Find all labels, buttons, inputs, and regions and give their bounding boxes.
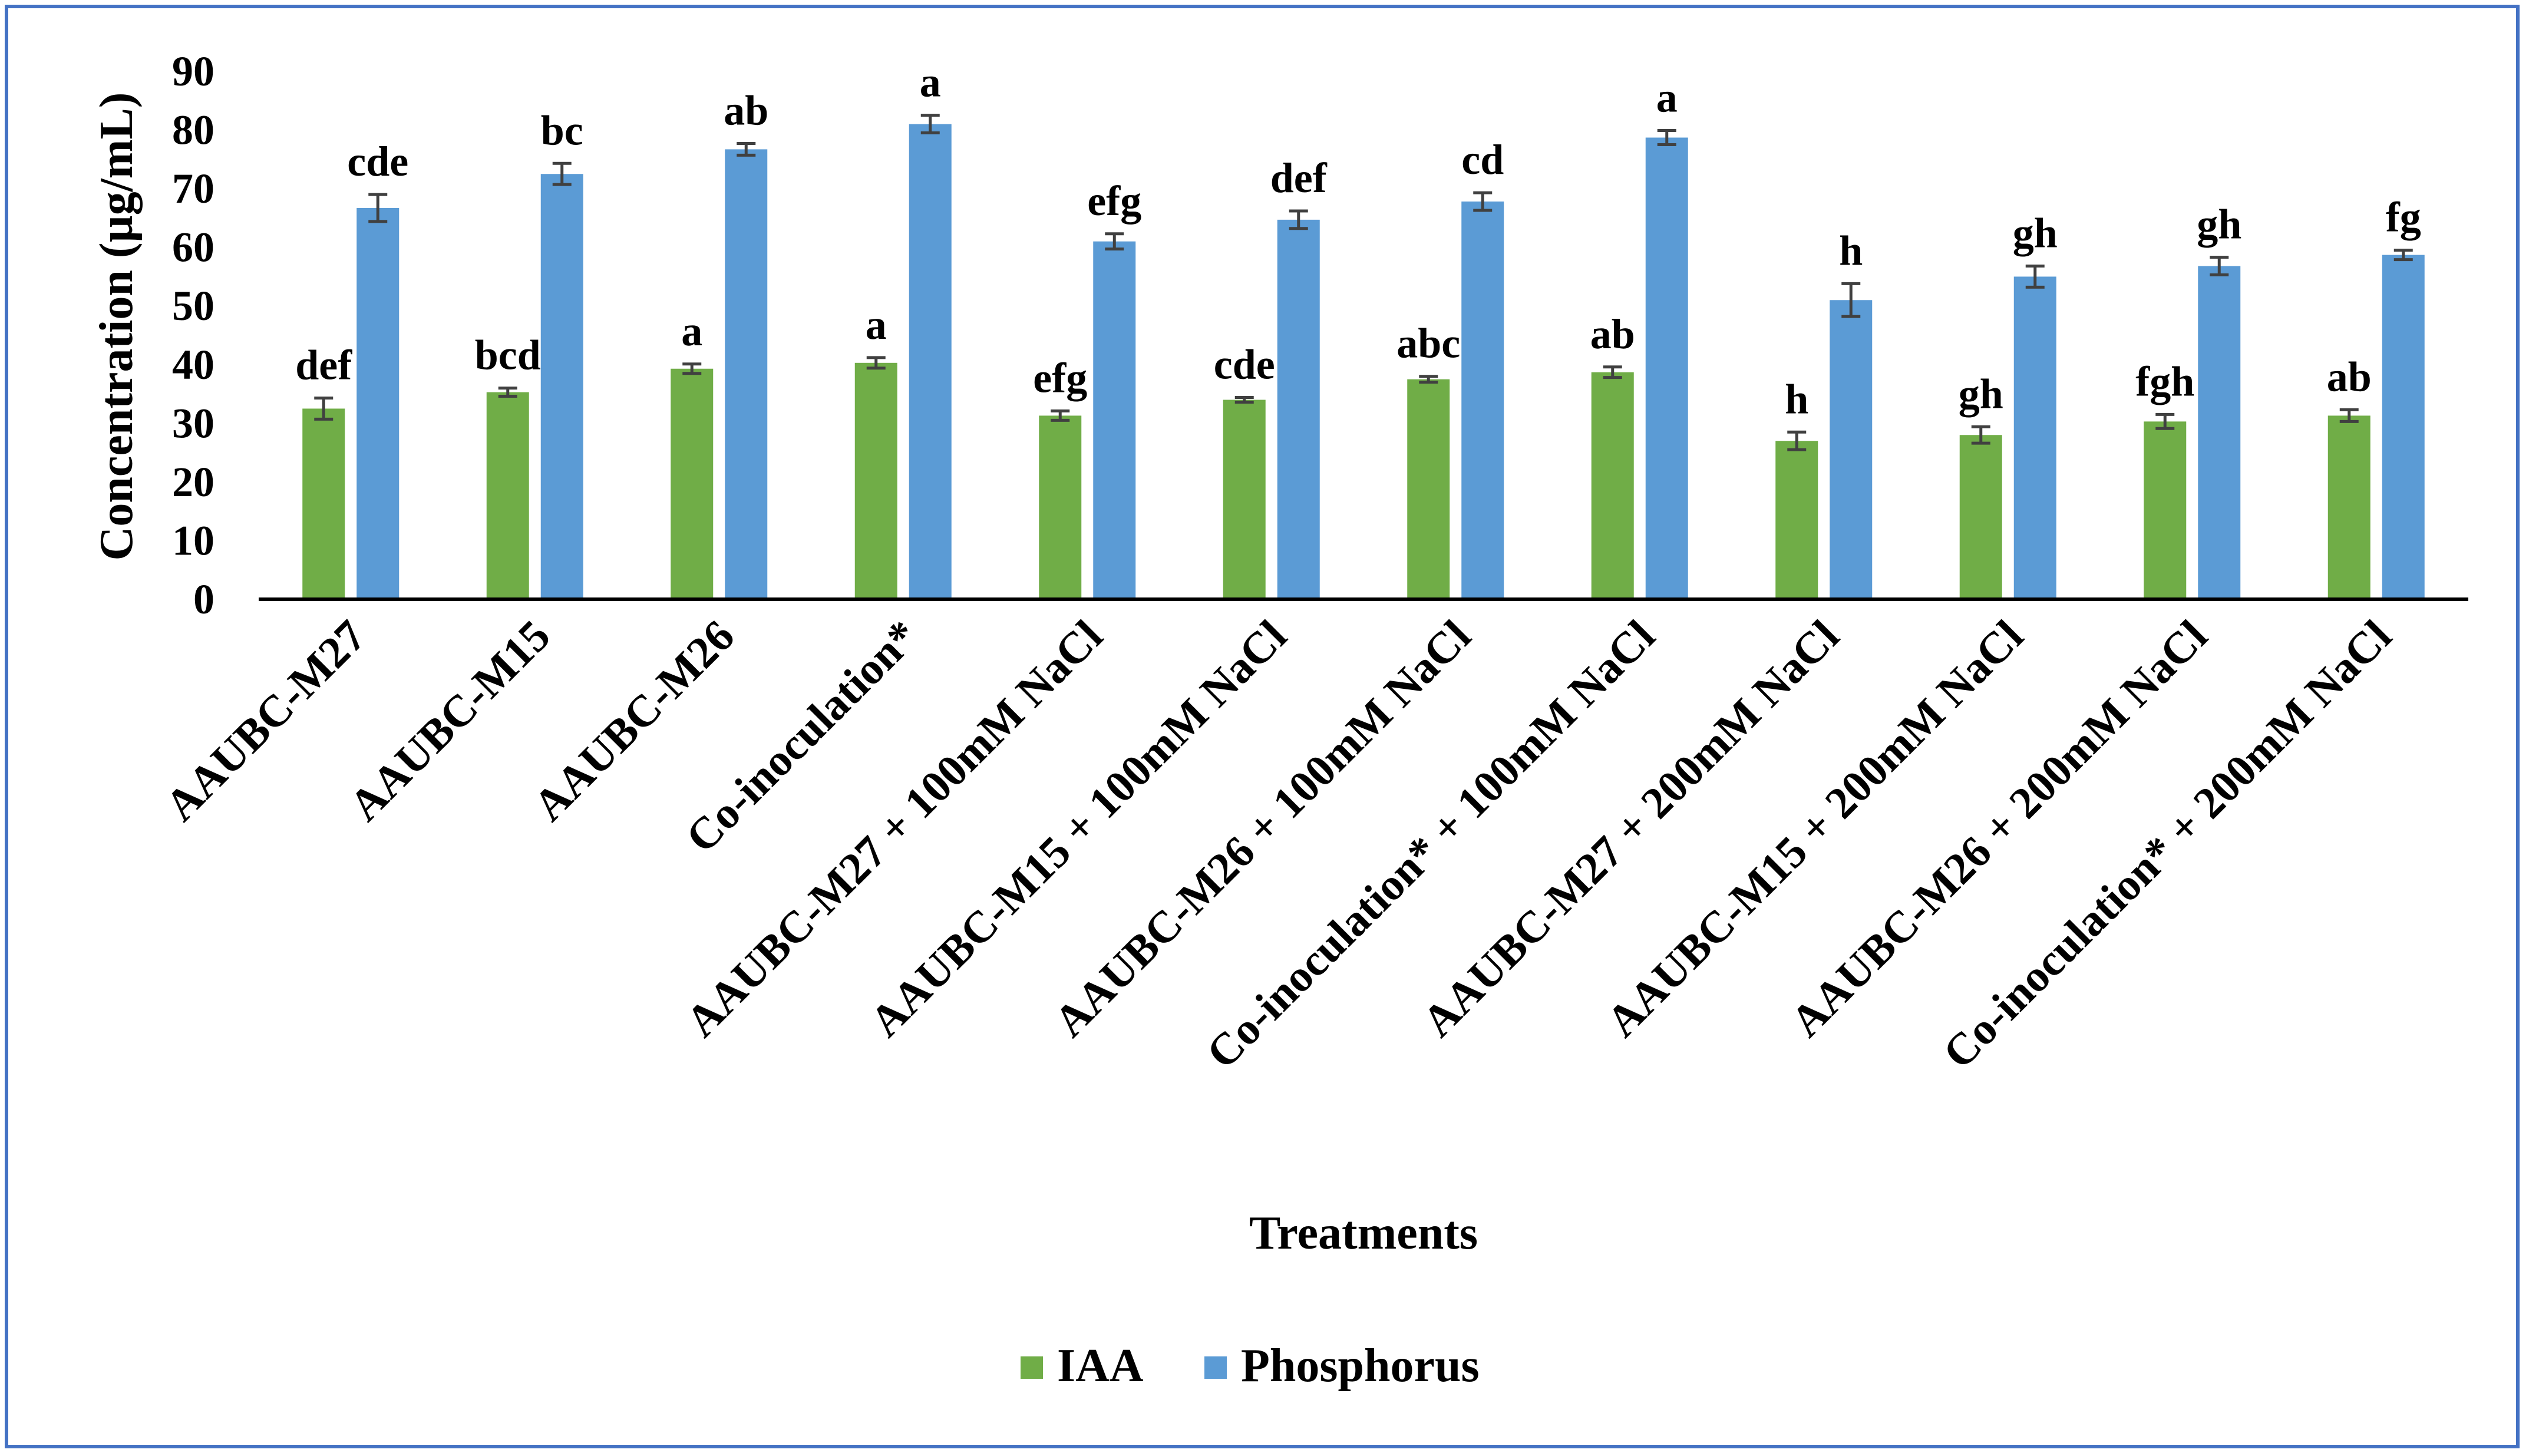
legend-label-iaa: IAA [1057,1340,1144,1392]
phosphorus-significance-label: gh [2013,210,2058,257]
legend-swatch-iaa [1021,1356,1043,1379]
x-axis-title: Treatments [1249,1207,1478,1259]
phosphorus-bar [540,174,583,599]
phosphorus-bar [1461,202,1504,600]
phosphorus-bar [909,124,952,600]
iaa-significance-label: bcd [475,332,541,379]
category-labels: AAUBC-M27AAUBC-M15AAUBC-M26Co-inoculatio… [156,611,2401,1078]
y-tick-label: 0 [193,576,214,623]
iaa-bar [671,368,714,599]
phosphorus-significance-label: fg [2386,194,2421,241]
iaa-significance-label: cde [1214,341,1275,388]
phosphorus-bar [2382,255,2425,599]
phosphorus-significance-label: ab [724,87,768,134]
y-tick-label: 60 [172,224,214,271]
y-tick-label: 90 [172,48,214,95]
phosphorus-significance-label: a [1656,74,1678,121]
phosphorus-bar [725,149,768,600]
error-bars [314,114,2413,451]
y-axis-ticks: 0 10 20 30 40 50 60 70 80 90 [172,48,214,623]
phosphorus-bar [356,207,400,599]
iaa-significance-label: fgh [2135,358,2194,405]
phosphorus-bar [1093,241,1136,599]
iaa-bar [1775,441,1818,599]
iaa-significance-label: a [866,301,887,348]
iaa-bar [1959,435,2002,599]
y-tick-label: 20 [172,458,214,506]
y-tick-label: 10 [172,517,214,564]
bars [302,124,2425,600]
phosphorus-bar [2013,276,2056,599]
phosphorus-significance-label: cde [347,138,408,185]
phosphorus-bar [1830,300,1873,599]
iaa-significance-label: ab [1590,311,1635,358]
iaa-bar [1591,372,1634,599]
iaa-bar [854,362,897,599]
data-labels: def cde bcd bc a ab a a efg efg cde def abc cd ab a h h gh… [295,59,2421,423]
y-tick-label: 70 [172,165,214,212]
phosphorus-significance-label: def [1270,154,1328,202]
phosphorus-significance-label: gh [2197,201,2241,248]
iaa-significance-label: h [1785,375,1808,422]
y-axis-title: Concentration (µg/mL) [91,93,143,561]
iaa-bar [2327,415,2370,599]
legend-label-phosphorus: Phosphorus [1241,1340,1480,1392]
iaa-bar [1039,415,1082,599]
phosphorus-significance-label: h [1839,227,1863,274]
bar-chart: 0 10 20 30 40 50 60 70 80 90 def cde bcd bc a ab a a efg e… [91,48,2468,1392]
phosphorus-bar [2198,266,2241,600]
phosphorus-bar [1645,137,1688,599]
phosphorus-significance-label: a [920,59,941,106]
phosphorus-significance-label: efg [1087,177,1141,224]
y-tick-label: 30 [172,400,214,447]
legend-swatch-phosphorus [1204,1356,1227,1379]
iaa-significance-label: abc [1396,320,1460,367]
phosphorus-bar [1277,219,1320,599]
phosphorus-significance-label: cd [1461,136,1504,183]
iaa-bar [1407,379,1450,599]
iaa-bar [2144,421,2187,599]
y-tick-label: 80 [172,107,214,154]
y-tick-label: 50 [172,282,214,329]
iaa-bar [486,392,529,599]
iaa-significance-label: efg [1033,354,1087,401]
iaa-significance-label: ab [2327,353,2372,400]
y-tick-label: 40 [172,341,214,388]
legend: IAA Phosphorus [1021,1340,1480,1392]
iaa-significance-label: def [295,342,352,389]
iaa-bar [1223,400,1266,599]
phosphorus-significance-label: bc [541,107,583,154]
iaa-bar [302,408,345,599]
iaa-significance-label: gh [1959,370,2003,417]
chart-frame: 0 10 20 30 40 50 60 70 80 90 def cde bcd bc a ab a a efg e… [5,5,2520,1448]
iaa-significance-label: a [681,308,702,355]
